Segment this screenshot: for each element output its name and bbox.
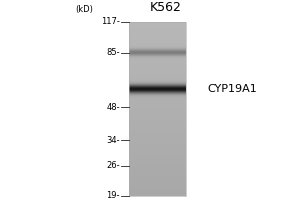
Text: (kD): (kD) xyxy=(75,5,93,14)
Text: 85-: 85- xyxy=(106,48,120,57)
Text: K562: K562 xyxy=(150,1,182,14)
Text: 48-: 48- xyxy=(106,103,120,112)
Text: 34-: 34- xyxy=(106,136,120,145)
Text: 117-: 117- xyxy=(101,18,120,26)
Text: 19-: 19- xyxy=(106,192,120,200)
Text: 26-: 26- xyxy=(106,161,120,170)
Text: CYP19A1: CYP19A1 xyxy=(207,84,257,94)
